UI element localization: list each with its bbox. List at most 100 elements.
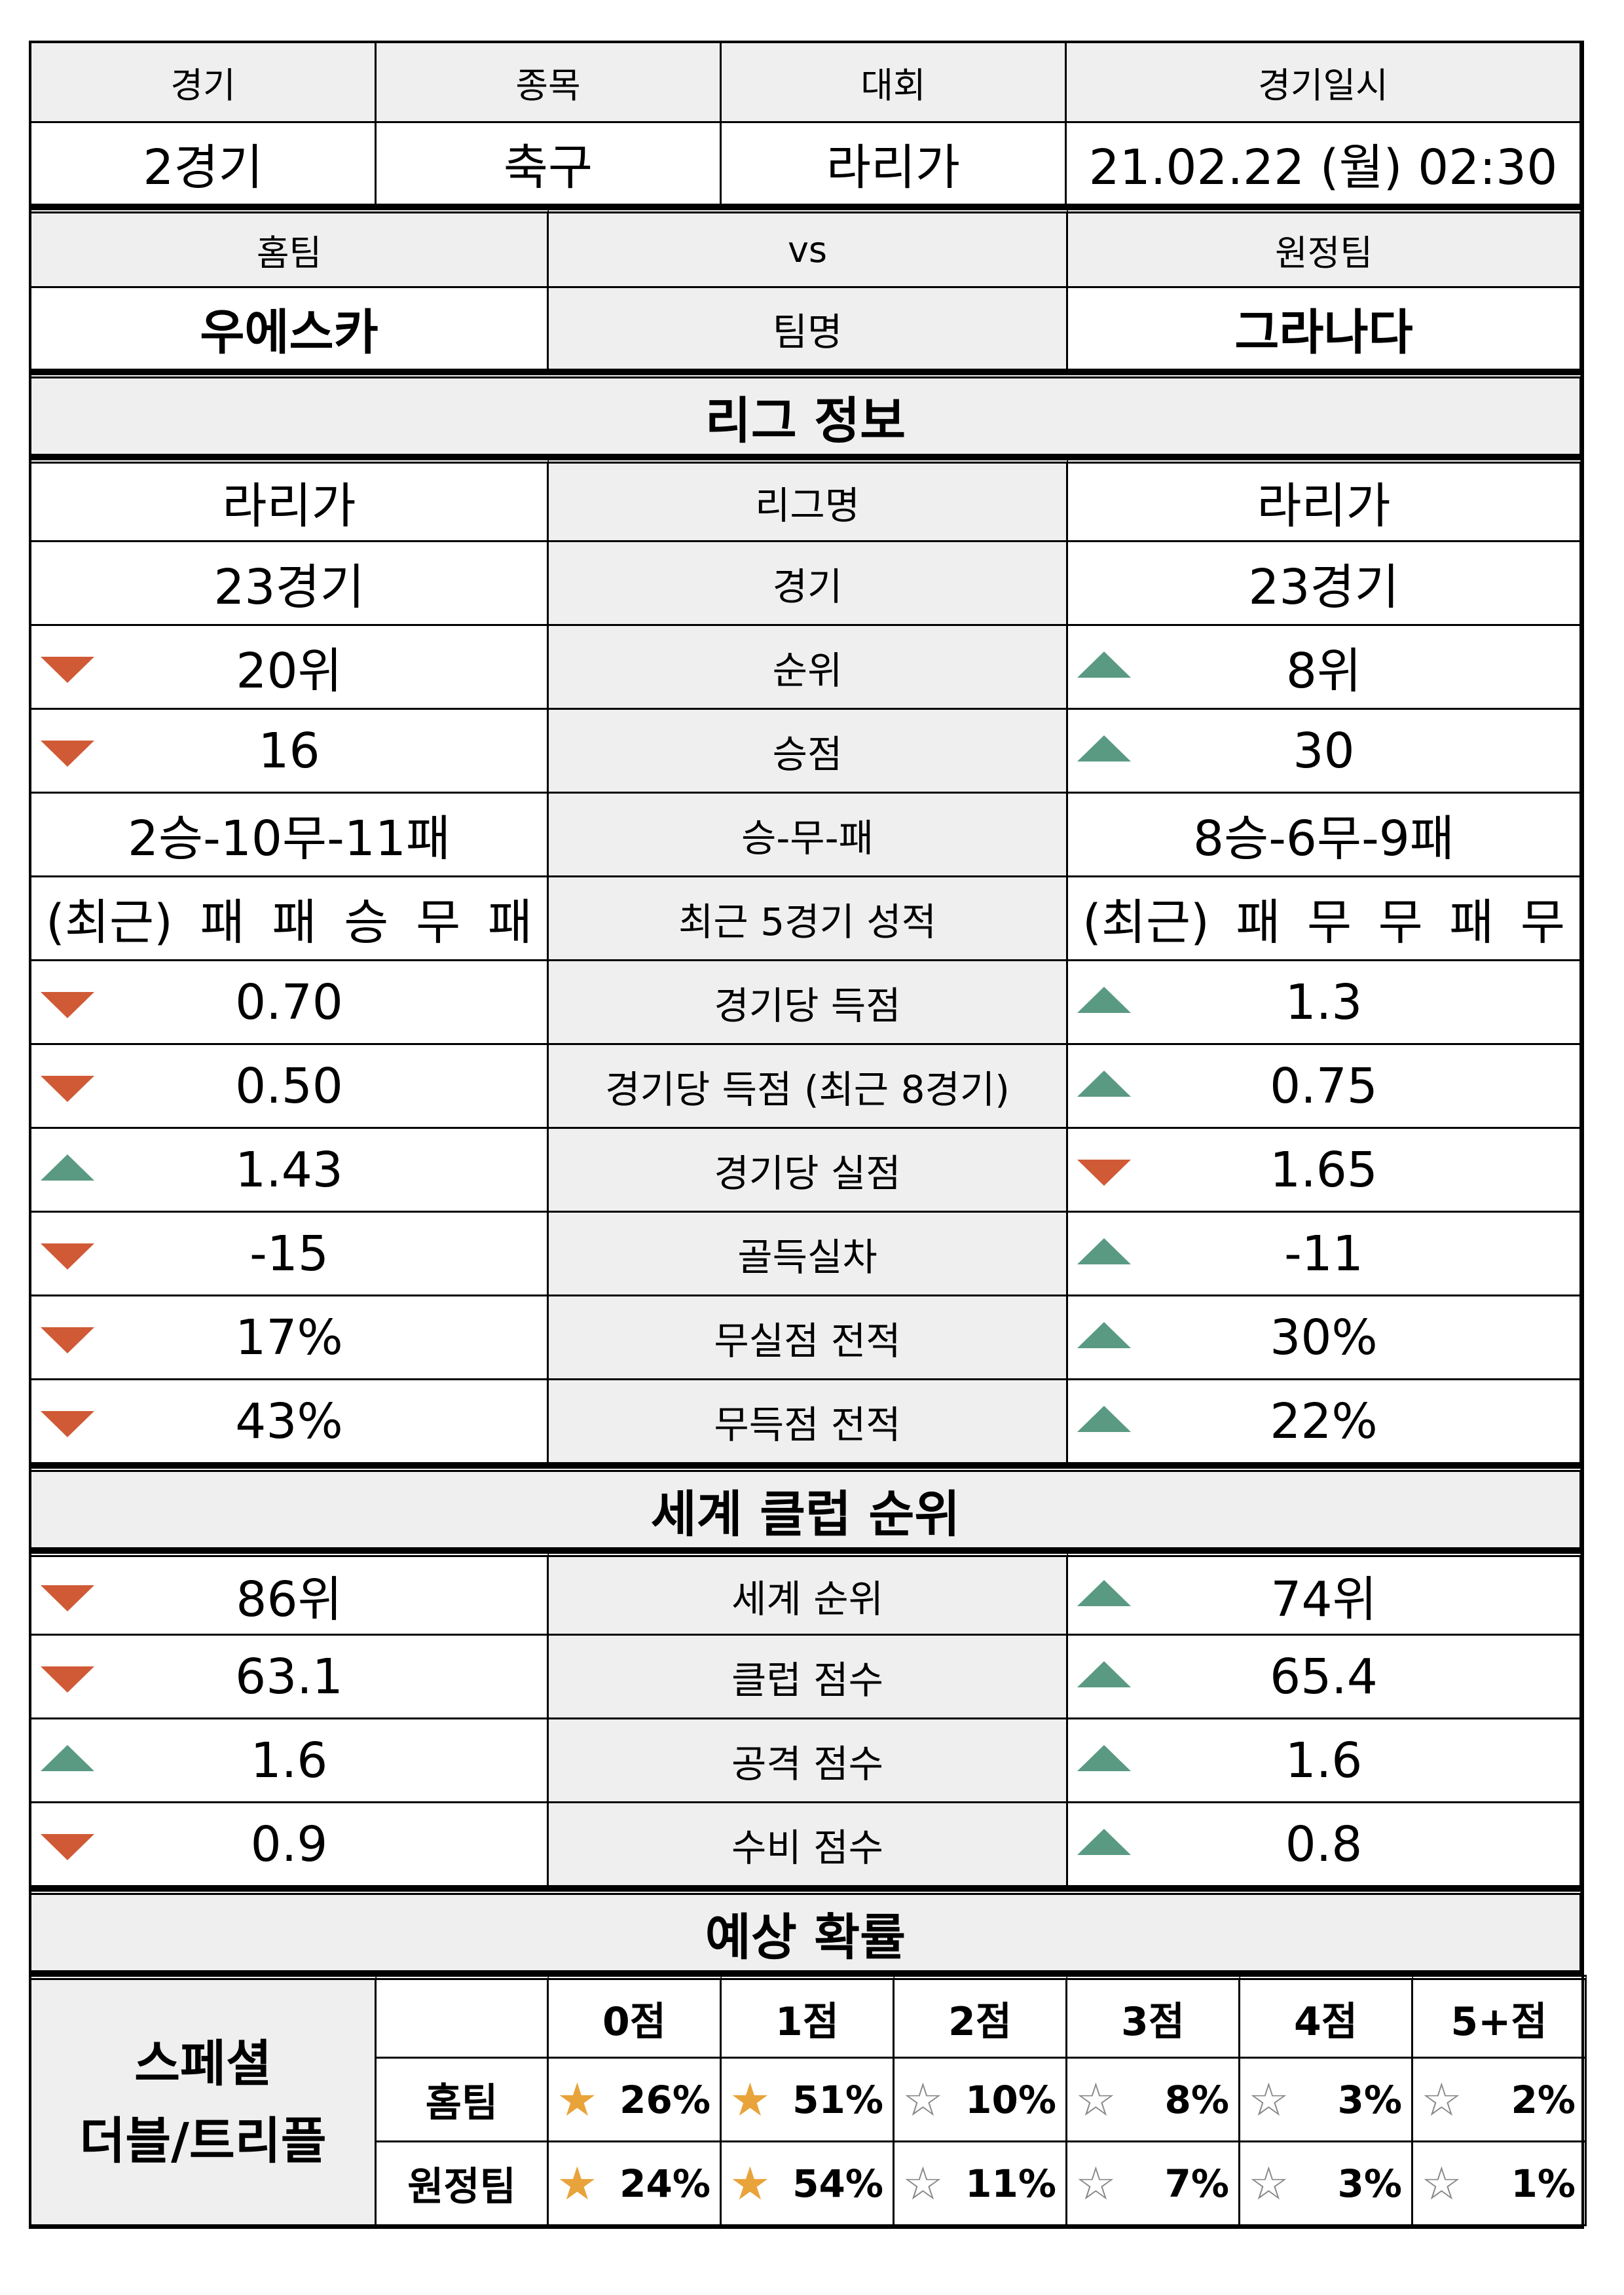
away-value: 30% [1068,1296,1581,1380]
away-value-text: 1.3 [1285,974,1363,1031]
away-value-text: 0.8 [1285,1816,1363,1873]
down-triangle-icon [41,1075,94,1102]
recent-prefix: (최근) [1082,894,1209,951]
up-triangle-icon [1077,1238,1131,1264]
empty-star-icon: ☆ [902,2156,944,2211]
match-datetime: 21.02.22 (월) 02:30 [1067,123,1581,206]
down-triangle-icon [1077,1159,1131,1186]
empty-star-icon: ☆ [1248,2156,1289,2211]
recent-result: 무 [1307,894,1352,951]
recent-result: 무 [1520,894,1565,951]
prediction-section: 예상 확률 [29,1890,1584,1975]
home-value-text: 1.43 [235,1141,343,1198]
up-triangle-icon [1077,1070,1131,1097]
world-row-label: 공격 점수 [549,1719,1068,1803]
league-row-label: 경기 [549,542,1068,626]
world-row-label: 클럽 점수 [549,1636,1068,1719]
match-info-table: 경기 종목 대회 경기일시 2경기 축구 라리가 21.02.22 (월) 02… [29,41,1584,208]
probability-cell: ☆ 1% [1413,2142,1587,2226]
home-value: 1.6 [31,1719,549,1803]
vs-label: vs [549,208,1068,288]
probability-value: 24% [619,2161,710,2206]
prediction-row-label: 홈팀 [377,2059,549,2142]
score-header: 0점 [549,1975,722,2059]
away-value: 0.75 [1068,1045,1581,1129]
home-value: 23경기 [31,542,549,626]
away-recent-form: (최근) 패 무 무 패 무 [1068,877,1581,961]
match-header-sport: 종목 [377,43,722,123]
home-value-text: 20위 [236,643,342,699]
score-header: 2점 [895,1975,1067,2059]
probability-value: 11% [965,2161,1056,2206]
away-value: 라리가 [1068,458,1581,542]
away-team-name: 그라나다 [1068,288,1581,371]
league-row-label: 승점 [549,710,1068,794]
recent-result: 패 [1236,894,1281,951]
home-value: 16 [31,710,549,794]
down-triangle-icon [41,1833,94,1860]
down-triangle-icon [41,656,94,683]
up-triangle-icon [1077,1405,1131,1432]
away-value: 8위 [1068,626,1581,710]
home-value-text: 0.9 [250,1816,328,1873]
up-triangle-icon [1077,1661,1131,1687]
away-value: 0.8 [1068,1803,1581,1887]
probability-cell: ☆ 3% [1240,2059,1413,2142]
home-value: 43% [31,1380,549,1464]
match-sport: 축구 [377,123,722,206]
stat-label: 골득실차 [549,1213,1068,1296]
score-header: 1점 [722,1975,895,2059]
league-row-label: 리그명 [549,458,1068,542]
home-team-label: 홈팀 [31,208,549,288]
prediction-corner [377,1975,549,2059]
probability-cell: ☆ 3% [1240,2142,1413,2226]
recent-result: 무 [1378,894,1423,951]
empty-star-icon: ☆ [902,2072,944,2127]
probability-cell: ★ 54% [722,2142,895,2226]
match-header-league: 대회 [722,43,1067,123]
stat-label: 무실점 전적 [549,1296,1068,1380]
probability-value: 54% [792,2161,883,2206]
away-team-label: 원정팀 [1068,208,1581,288]
home-value-text: 86위 [236,1571,342,1628]
up-triangle-icon [1077,651,1131,678]
stat-label: 경기당 득점 [549,961,1068,1045]
star-icon: ★ [729,2072,771,2127]
league-row-label: 순위 [549,626,1068,710]
home-value: 20위 [31,626,549,710]
probability-cell: ☆ 10% [895,2059,1067,2142]
home-recent-form: (최근) 패 패 승 무 패 [31,877,549,961]
down-triangle-icon [41,1243,94,1270]
special-label-line1: 스페셜 [134,2034,272,2093]
recent-result: 무 [416,894,461,951]
down-triangle-icon [41,1327,94,1353]
home-value: 0.9 [31,1803,549,1887]
special-label-line2: 더블/트리플 [79,2111,327,2170]
probability-value: 7% [1164,2161,1229,2206]
stat-label: 무득점 전적 [549,1380,1068,1464]
probability-value: 51% [792,2077,883,2122]
match-header-datetime: 경기일시 [1067,43,1581,123]
home-value: 17% [31,1296,549,1380]
home-value: -15 [31,1213,549,1296]
away-value-text: 8승-6무-9패 [1193,811,1454,867]
away-value-text: 30 [1293,722,1355,779]
home-value: 2승-10무-11패 [31,794,549,877]
empty-star-icon: ☆ [1421,2072,1462,2127]
away-value: -11 [1068,1213,1581,1296]
probability-cell: ★ 51% [722,2059,895,2142]
world-row-label: 수비 점수 [549,1803,1068,1887]
team-name-label: 팀명 [549,288,1068,371]
down-triangle-icon [41,1666,94,1693]
prediction-row-label: 원정팀 [377,2142,549,2226]
away-value-text: -11 [1284,1225,1363,1282]
world-ranking-title: 세계 클럽 순위 [31,1467,1581,1549]
home-value-text: 17% [235,1309,343,1366]
special-double-triple-label: 스페셜 더블/트리플 [31,1975,377,2226]
world-ranking-table: 86위 세계 순위 74위 63.1 클럽 점수 65.4 1.6 공격 점수 1.6 0.9 수비… [29,1552,1584,1890]
up-triangle-icon [1077,1828,1131,1855]
away-value: 8승-6무-9패 [1068,794,1581,877]
recent-result: 승 [344,894,389,951]
match-game-number: 2경기 [31,123,377,206]
home-value: 0.70 [31,961,549,1045]
